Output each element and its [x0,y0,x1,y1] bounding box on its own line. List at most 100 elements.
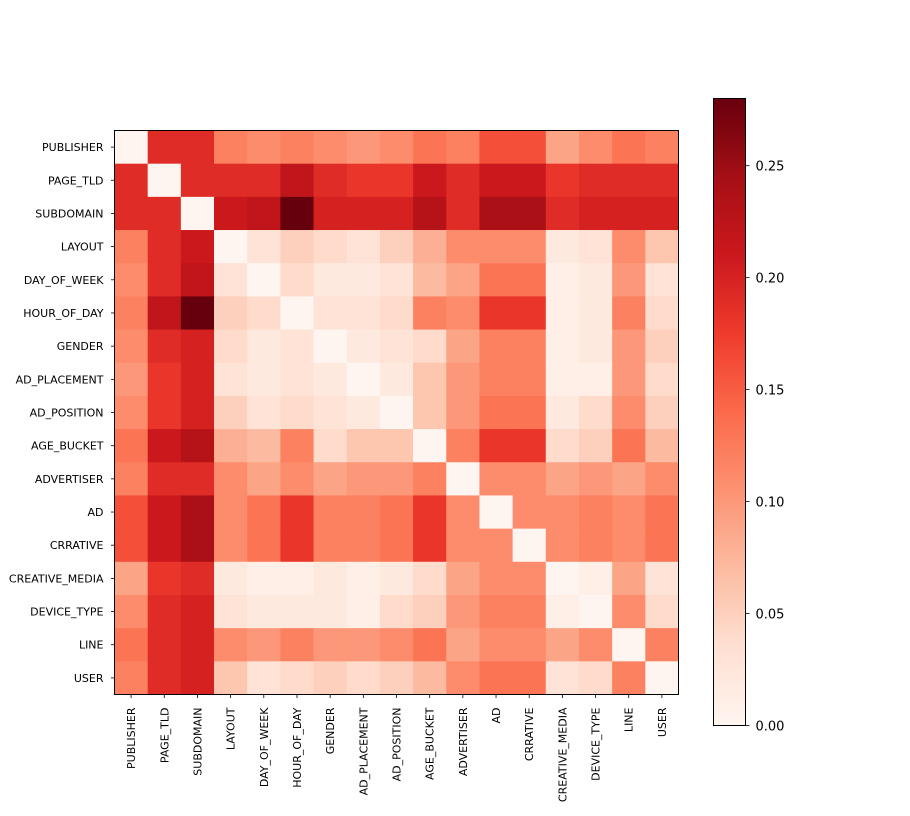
heatmap-cell [578,429,613,463]
heatmap-cell [545,594,580,629]
heatmap-cell [214,296,248,331]
heatmap-cell [346,230,381,264]
heatmap-cell [346,362,381,397]
heatmap-cell [114,429,149,463]
heatmap-cell [247,296,281,331]
heatmap-cell [346,163,381,198]
heatmap-cell [280,462,315,496]
heatmap-cell [147,561,182,596]
heatmap-cell [379,329,414,364]
heatmap-cell [247,395,281,430]
y-tick-label: DEVICE_TYPE [30,606,103,619]
heatmap-cell [413,561,447,596]
heatmap-cell [413,528,447,563]
heatmap-cell [247,528,281,563]
heatmap-cell [512,594,547,629]
colorbar-tick-label: 0.25 [756,160,785,175]
y-tick-label: PAGE_TLD [48,174,104,187]
heatmap-cell [280,296,315,331]
heatmap-cell [612,561,646,596]
heatmap-cell [180,296,215,331]
heatmap-cell [280,628,315,662]
heatmap-cell [214,329,248,364]
heatmap-cell [280,395,315,430]
heatmap-cell [147,163,182,198]
heatmap-cell [578,196,613,231]
heatmap-cell [114,495,149,530]
heatmap-cell [214,528,248,563]
heatmap-cell [545,495,580,530]
colorbar-tick-label: 0.05 [756,608,785,623]
heatmap-cell [346,395,381,430]
heatmap-cell [578,163,613,198]
y-tick-label: PUBLISHER [42,141,104,154]
heatmap-cell [545,429,580,463]
heatmap-cell [578,329,613,364]
heatmap-cell [413,429,447,463]
heatmap-cell [114,661,149,695]
heatmap-cell [114,628,149,662]
heatmap-cell [114,362,149,397]
heatmap-cell [147,528,182,563]
heatmap-cell [214,163,248,198]
heatmap-cell [346,462,381,496]
heatmap-cell [645,429,679,463]
heatmap-cell [645,628,679,662]
colorbar-tick-label: 0.20 [756,272,785,287]
heatmap-cell [612,296,646,331]
y-tick-label: CREATIVE_MEDIA [9,572,104,585]
heatmap-cell [313,263,348,297]
heatmap-cell [346,296,381,331]
heatmap-cell [612,163,646,198]
y-tick-label: ADVERTISER [35,473,104,486]
heatmap-cell [214,130,248,165]
heatmap-cell [214,362,248,397]
heatmap-cell [645,196,679,231]
heatmap-cell [479,296,514,331]
heatmap-cell [313,528,348,563]
heatmap-cell [346,263,381,297]
heatmap-cell [147,628,182,662]
heatmap-cell [180,462,215,496]
heatmap-cell [114,462,149,496]
heatmap-cell [214,230,248,264]
heatmap-cell [413,196,447,231]
heatmap-cell [313,163,348,198]
heatmap-cell [545,661,580,695]
heatmap-cell [313,362,348,397]
heatmap-cell [446,495,480,530]
heatmap-cell [545,130,580,165]
heatmap-cell [446,395,480,430]
x-tick-label: DAY_OF_WEEK [258,707,271,787]
heatmap-cell [379,429,414,463]
heatmap-cell [413,230,447,264]
y-tick-label: GENDER [57,340,104,353]
heatmap-cell [578,296,613,331]
heatmap-cell [280,495,315,530]
heatmap-cell [413,395,447,430]
heatmap-cell [645,395,679,430]
heatmap-cell [479,130,514,165]
heatmap-cell [479,329,514,364]
y-tick-label: AGE_BUCKET [31,440,104,453]
heatmap-cell [280,561,315,596]
colorbar-tick-label: 0.10 [756,496,785,511]
colorbar-axis: 0.00 0.05 0.10 0.15 0.20 0.25 [745,160,785,735]
heatmap-cell [379,296,414,331]
heatmap-cell [214,661,248,695]
heatmap-cell [247,130,281,165]
heatmap-cell [214,462,248,496]
heatmap-cell [413,628,447,662]
x-tick-label: AD [490,708,503,724]
y-tick-label: LAYOUT [61,241,104,254]
heatmap-cell [645,661,679,695]
x-tick-label: ADVERTISER [457,707,470,776]
heatmap-cell [214,196,248,231]
heatmap-cell [247,362,281,397]
heatmap-cell [413,296,447,331]
heatmap-cell [479,628,514,662]
heatmap-cell [247,429,281,463]
heatmap-cell [114,196,149,231]
heatmap-cell [645,462,679,496]
